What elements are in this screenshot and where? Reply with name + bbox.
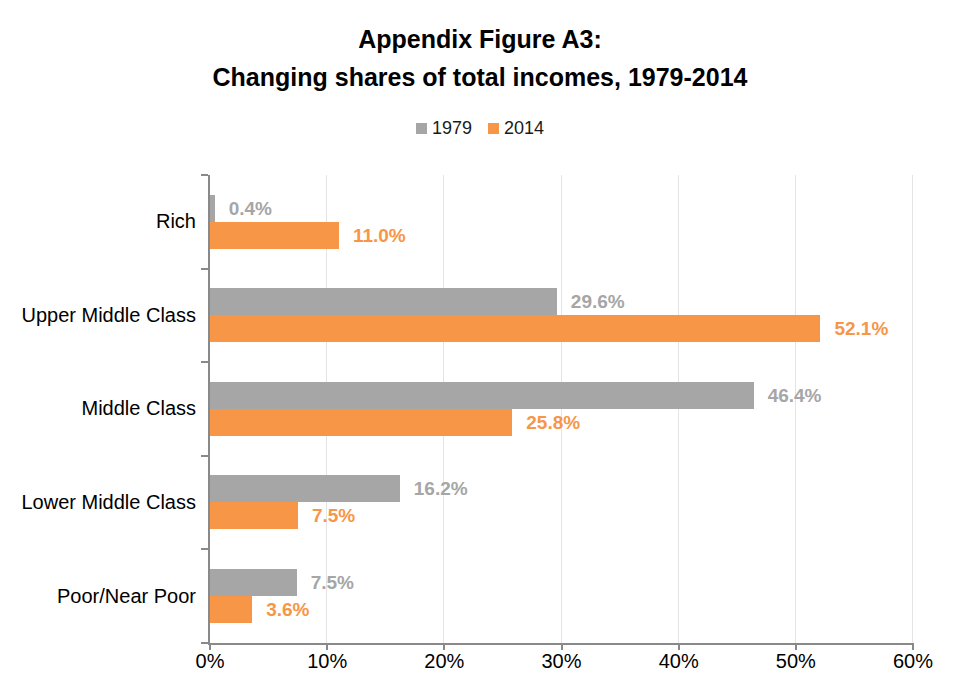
bar-2014 — [210, 222, 339, 249]
legend-swatch-icon — [488, 123, 499, 134]
bar-value-label: 0.4% — [229, 195, 272, 222]
legend-item-2014: 2014 — [488, 118, 544, 139]
category-row: 16.2% 7.5% — [210, 456, 913, 550]
x-axis-tick — [678, 643, 680, 650]
legend: 1979 2014 — [0, 117, 960, 139]
chart-title: Appendix Figure A3: Changing shares of t… — [0, 20, 960, 96]
x-axis-label: 40% — [659, 650, 699, 673]
legend-label: 1979 — [432, 118, 472, 139]
bar-2014 — [210, 315, 820, 342]
y-axis-tick — [201, 361, 208, 363]
category-row: 0.4% 11.0% — [210, 175, 913, 269]
bar-value-label: 11.0% — [353, 222, 406, 249]
category-axis-labels: RichUpper Middle ClassMiddle ClassLower … — [0, 175, 196, 643]
x-axis-tick — [443, 643, 445, 650]
x-axis-label: 0% — [196, 650, 225, 673]
category-row: 7.5%3.6% — [210, 549, 913, 643]
bar-value-label: 3.6% — [266, 596, 309, 623]
bar-1979 — [210, 288, 557, 315]
y-axis-tick — [201, 268, 208, 270]
x-axis-tick — [209, 643, 211, 650]
bar-value-label: 7.5% — [311, 569, 354, 596]
y-axis-tick — [201, 455, 208, 457]
y-axis-tick — [201, 174, 208, 176]
bar-1979 — [210, 569, 297, 596]
x-axis-label: 30% — [541, 650, 581, 673]
x-axis-label: 20% — [424, 650, 464, 673]
bar-1979 — [210, 195, 215, 222]
x-axis-tick — [912, 643, 914, 650]
bar-1979 — [210, 475, 400, 502]
category-label: Upper Middle Class — [0, 269, 196, 363]
y-axis-tick — [201, 642, 208, 644]
x-axis-label: 60% — [893, 650, 933, 673]
category-label: Rich — [0, 175, 196, 269]
x-axis-tick — [561, 643, 563, 650]
bar-2014 — [210, 502, 298, 529]
category-row: 46.4% 25.8% — [210, 362, 913, 456]
legend-label: 2014 — [504, 118, 544, 139]
bar-2014 — [210, 409, 512, 436]
bar-value-label: 25.8% — [526, 409, 580, 436]
bar-value-label: 29.6% — [571, 288, 625, 315]
bar-1979 — [210, 382, 754, 409]
x-axis-label: 10% — [307, 650, 347, 673]
category-label: Lower Middle Class — [0, 456, 196, 550]
x-axis-tick — [795, 643, 797, 650]
bar-value-label: 52.1% — [834, 315, 888, 342]
bar-value-label: 7.5% — [312, 502, 355, 529]
x-axis-labels: 0%10%20%30%40%50%60% — [210, 650, 913, 676]
y-axis-tick — [201, 548, 208, 550]
chart-title-line2: Changing shares of total incomes, 1979-2… — [0, 58, 960, 96]
x-axis-tick — [326, 643, 328, 650]
x-axis-label: 50% — [776, 650, 816, 673]
category-label: Poor/Near Poor — [0, 549, 196, 643]
category-row: 29.6% 52.1% — [210, 269, 913, 363]
bar-value-label: 46.4% — [768, 382, 822, 409]
chart-page: Appendix Figure A3: Changing shares of t… — [0, 0, 960, 697]
legend-swatch-icon — [416, 123, 427, 134]
category-label: Middle Class — [0, 362, 196, 456]
legend-item-1979: 1979 — [416, 118, 472, 139]
bar-2014 — [210, 596, 252, 623]
bar-value-label: 16.2% — [414, 475, 468, 502]
chart-title-line1: Appendix Figure A3: — [0, 20, 960, 58]
plot-area: 0.4%11.0%29.6%52.1%46.4%25.8%16.2%7.5%7.… — [210, 175, 913, 643]
